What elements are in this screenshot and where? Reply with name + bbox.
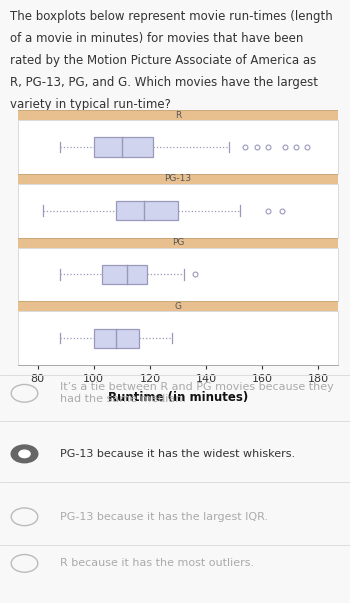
Text: PG-13 because it has the widest whiskers.: PG-13 because it has the widest whiskers… [60,449,295,459]
Circle shape [11,445,38,463]
Bar [94,137,153,157]
Circle shape [19,450,30,458]
Bar [102,265,147,284]
Bar [94,329,139,348]
Text: R: R [175,110,181,119]
Text: R, PG-13, PG, and G. Which movies have the largest: R, PG-13, PG, and G. Which movies have t… [10,76,318,89]
Bar [18,120,338,174]
Bar [18,302,338,312]
Text: The boxplots below represent movie run-times (length: The boxplots below represent movie run-t… [10,10,333,23]
Text: of a movie in minutes) for movies that have been: of a movie in minutes) for movies that h… [10,32,303,45]
Text: variety in typical run-time?: variety in typical run-time? [10,98,171,111]
Bar [18,248,338,302]
Bar [18,174,338,184]
Text: rated by the Motion Picture Associate of America as: rated by the Motion Picture Associate of… [10,54,316,67]
Text: It’s a tie between R and PG movies because they
had the same median.: It’s a tie between R and PG movies becau… [60,382,333,404]
Bar [18,184,338,238]
Bar [18,110,338,120]
Text: PG-13 because it has the largest IQR.: PG-13 because it has the largest IQR. [60,512,268,522]
Text: G: G [175,302,182,311]
Bar [18,238,338,248]
Bar [116,201,178,220]
Text: PG-13: PG-13 [164,174,191,183]
Text: PG: PG [172,238,184,247]
Text: R because it has the most outliers.: R because it has the most outliers. [60,558,254,569]
Bar [18,312,338,365]
X-axis label: Runtime (in minutes): Runtime (in minutes) [108,391,248,404]
